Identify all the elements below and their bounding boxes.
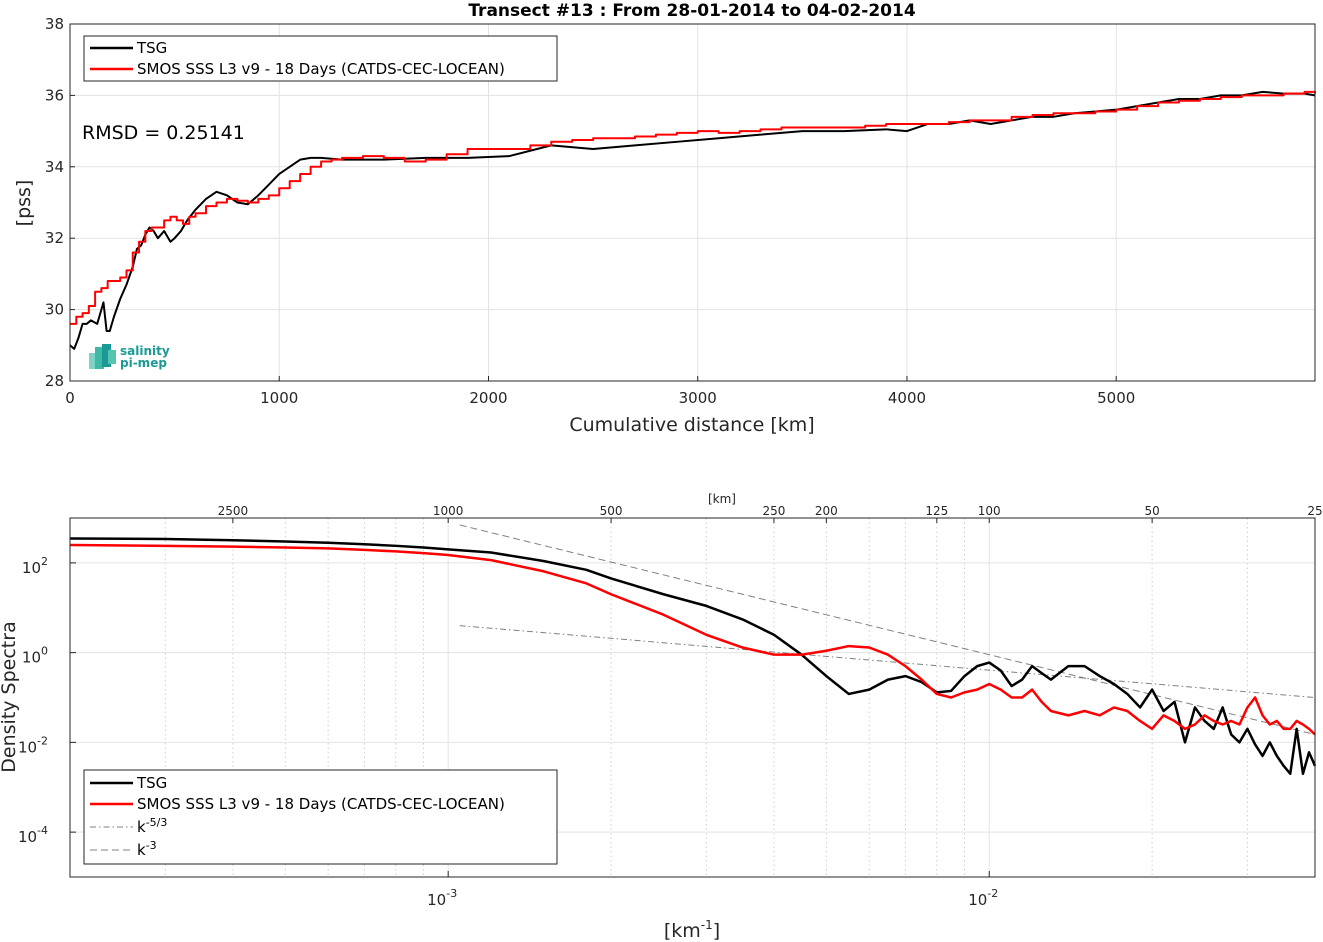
top-chart-grid <box>70 24 1315 381</box>
bottom-chart-top-ticks: 2500 1000 500 250 200 125 100 50 25 <box>218 504 1323 523</box>
bottom-series-line-smos <box>69 543 1316 736</box>
bottom-xtick-label: 10-3 <box>427 887 457 909</box>
top-xtick-label: 0 <box>65 389 75 407</box>
bottom-xtick-label: 10-2 <box>968 887 998 909</box>
logo-text-2: pi-mep <box>120 356 167 370</box>
top-ytick-label: 32 <box>45 229 64 247</box>
bottom-xtick-base: 10 <box>427 891 446 909</box>
bottom-legend-box <box>83 769 558 865</box>
k53-base: k <box>137 818 146 836</box>
bottom-top-tick-label: 1000 <box>433 504 464 518</box>
top-chart: Transect #13 : From 28-01-2014 to 04-02-… <box>13 1 1316 436</box>
bottom-series-line-k53 <box>459 625 1316 698</box>
k3-base: k <box>137 841 146 859</box>
bottom-series-line-tsg <box>69 537 1317 775</box>
bottom-top-tick-label: 100 <box>978 504 1001 518</box>
top-ytick-label: 28 <box>45 372 64 390</box>
bottom-chart-frame <box>69 517 1316 878</box>
top-legend-label-smos: SMOS SSS L3 v9 - 18 Days (CATDS-CEC-LOCE… <box>137 60 505 78</box>
top-ytick-label: 38 <box>45 15 64 33</box>
bottom-top-tick-label: 250 <box>762 504 785 518</box>
bottom-xtick-exp: -3 <box>446 887 457 900</box>
bottom-ytick-exp: 2 <box>41 555 48 568</box>
logo-block-1 <box>89 353 97 369</box>
bottom-xtick-exp: -2 <box>987 887 998 900</box>
top-xtick-label: 5000 <box>1097 389 1135 407</box>
top-chart-frame <box>69 23 1316 382</box>
bottom-chart-xlabel: [km-1] <box>664 918 720 942</box>
top-xtick-label: 2000 <box>469 389 507 407</box>
bottom-top-tick-label: 25 <box>1307 504 1322 518</box>
bottom-ytick-base: 10 <box>22 559 41 577</box>
bottom-series-line-k3 <box>459 524 1316 735</box>
rmsd-annotation: RMSD = 0.25141 <box>82 122 245 144</box>
top-series-line-smos <box>70 90 1316 325</box>
bottom-legend-label-k53: k-5/3 <box>137 816 167 836</box>
bottom-ytick-base: 10 <box>18 828 37 846</box>
top-chart-legend: TSG SMOS SSS L3 v9 - 18 Days (CATDS-CEC-… <box>83 35 558 82</box>
salinity-pi-mep-logo: salinity pi-mep <box>89 344 170 370</box>
k3-sup: -3 <box>146 839 157 852</box>
bottom-legend-label-smos: SMOS SSS L3 v9 - 18 Days (CATDS-CEC-LOCE… <box>137 795 505 813</box>
bottom-ytick-exp: 0 <box>41 645 48 658</box>
top-legend-label-tsg: TSG <box>136 39 167 57</box>
top-xtick-label: 1000 <box>260 389 298 407</box>
top-legend-box <box>83 35 558 82</box>
bottom-ytick-exp: -4 <box>37 824 48 837</box>
top-xtick-label: 4000 <box>888 389 926 407</box>
bottom-chart-grid <box>70 518 1315 877</box>
top-chart-title: Transect #13 : From 28-01-2014 to 04-02-… <box>468 1 916 21</box>
logo-block-2 <box>95 347 104 369</box>
xlabel-main: [km <box>664 920 701 942</box>
bottom-legend-label-k3: k-3 <box>137 839 157 859</box>
bottom-ytick-label: 100 <box>22 645 48 667</box>
top-ytick-label: 36 <box>45 86 64 104</box>
bottom-top-tick-label: 500 <box>600 504 623 518</box>
logo-block-4 <box>108 350 116 364</box>
bottom-ytick-base: 10 <box>22 649 41 667</box>
bottom-top-tick-label: 50 <box>1144 504 1159 518</box>
bottom-top-tick-label: 2500 <box>218 504 249 518</box>
bottom-xtick-base: 10 <box>968 891 987 909</box>
top-ytick-label: 34 <box>45 158 64 176</box>
bottom-chart-legend: TSG SMOS SSS L3 v9 - 18 Days (CATDS-CEC-… <box>83 769 558 865</box>
bottom-chart-ylabel: Density Spectra <box>0 621 20 772</box>
top-series-line-tsg <box>69 90 1316 350</box>
bottom-legend-label-tsg: TSG <box>136 774 167 792</box>
top-xtick-label: 3000 <box>679 389 717 407</box>
top-chart-ylabel: [pss] <box>13 180 35 227</box>
logo-block-3 <box>102 344 111 367</box>
k53-sup: -5/3 <box>146 816 168 829</box>
bottom-ytick-label: 102 <box>22 555 48 577</box>
bottom-top-tick-label: 125 <box>925 504 948 518</box>
bottom-ytick-base: 10 <box>18 738 37 756</box>
xlabel-tail: ] <box>713 920 720 942</box>
bottom-top-tick-label: 200 <box>815 504 838 518</box>
logo-text: salinity <box>120 344 170 358</box>
bottom-ytick-label: 10-2 <box>18 734 48 756</box>
bottom-ytick-label: 10-4 <box>18 824 48 846</box>
top-chart-series <box>69 90 1316 350</box>
xlabel-sup: -1 <box>701 918 713 932</box>
bottom-chart-series <box>69 524 1317 775</box>
top-ytick-label: 30 <box>45 301 64 319</box>
top-chart-xlabel: Cumulative distance [km] <box>569 414 814 436</box>
bottom-ytick-exp: -2 <box>37 734 48 747</box>
bottom-chart-top-axis-label: [km] <box>708 492 736 506</box>
top-chart-ticks: 0 1000 2000 3000 4000 5000 28 30 32 34 36 38 <box>45 15 1135 407</box>
